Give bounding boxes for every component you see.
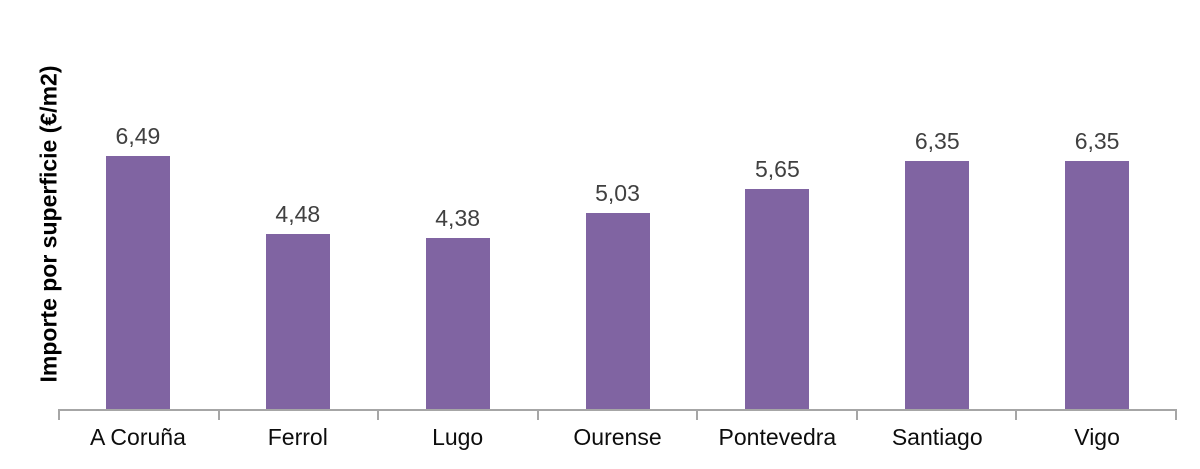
axis-tick xyxy=(536,411,697,420)
bar xyxy=(105,156,170,409)
axis-tick xyxy=(1015,411,1178,420)
category-label: Lugo xyxy=(432,424,484,450)
axis-tick xyxy=(217,411,378,420)
bar xyxy=(425,238,490,409)
bar xyxy=(265,234,330,409)
category-label: Vigo xyxy=(1074,424,1120,450)
bar-column: 4,48 xyxy=(218,0,378,409)
axis-tick xyxy=(855,411,1016,420)
bar-value-label: 4,48 xyxy=(275,200,321,227)
bar-column: 6,49 xyxy=(58,0,218,409)
category-label: Pontevedra xyxy=(718,424,837,450)
bar-column: 5,03 xyxy=(538,0,698,409)
category-label: Santiago xyxy=(891,424,983,450)
bar xyxy=(745,189,810,409)
bar-value-label: 5,03 xyxy=(595,179,640,206)
bar-value-label: 5,65 xyxy=(754,155,800,182)
bar xyxy=(585,213,650,409)
bar-value-label: 4,38 xyxy=(435,204,481,231)
bar-value-label: 6,35 xyxy=(914,127,960,154)
category-label: Ferrol xyxy=(267,424,328,450)
bar xyxy=(905,161,970,409)
axis-tick xyxy=(58,411,218,420)
bar xyxy=(1065,161,1130,409)
bar-column: 6,35 xyxy=(857,0,1017,409)
axis-tick xyxy=(696,411,856,420)
plot-area: 6,49 4,48 4,38 5,03 5,65 6,35 6,35 xyxy=(58,0,1177,411)
bar-column: 4,38 xyxy=(378,0,538,409)
category-label: Ourense xyxy=(573,424,662,450)
bar-value-label: 6,35 xyxy=(1074,127,1120,154)
bar-column: 5,65 xyxy=(697,0,857,409)
x-axis-labels: A Coruña Ferrol Lugo Ourense Pontevedra Santi… xyxy=(58,424,1177,452)
bar-column: 6,35 xyxy=(1017,0,1177,409)
x-axis-ticks xyxy=(58,411,1178,420)
axis-tick xyxy=(377,411,537,420)
category-label: A Coruña xyxy=(89,424,186,450)
bar-value-label: 6,49 xyxy=(115,122,161,149)
